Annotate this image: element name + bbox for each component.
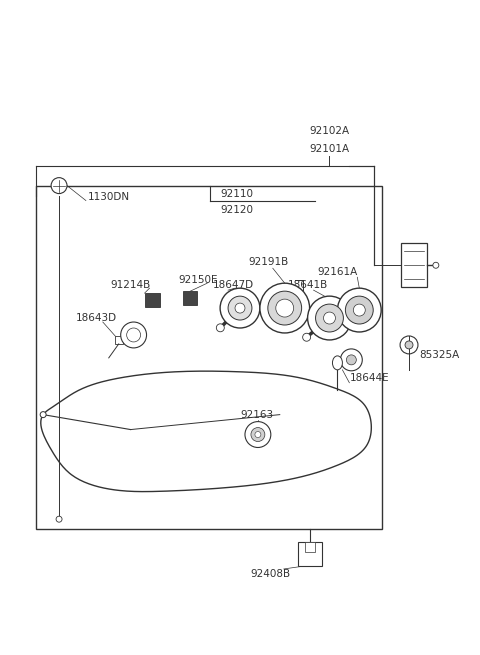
Text: 18641B: 18641B	[288, 280, 328, 290]
Text: 92120: 92120	[220, 206, 253, 215]
Circle shape	[245, 422, 271, 447]
Circle shape	[260, 283, 310, 333]
Circle shape	[347, 355, 356, 365]
Ellipse shape	[333, 356, 342, 370]
Circle shape	[216, 324, 224, 332]
Circle shape	[315, 304, 343, 332]
Text: 92161A: 92161A	[318, 267, 358, 277]
Text: 92101A: 92101A	[310, 143, 350, 154]
Circle shape	[255, 432, 261, 438]
Circle shape	[220, 288, 260, 328]
Circle shape	[228, 296, 252, 320]
Circle shape	[308, 296, 351, 340]
Text: 92163: 92163	[240, 409, 273, 420]
Bar	[401, 244, 427, 287]
Circle shape	[433, 262, 439, 269]
Text: 1130DN: 1130DN	[88, 191, 130, 202]
Text: 92408B: 92408B	[250, 569, 290, 579]
Bar	[36, 185, 382, 529]
Circle shape	[268, 291, 301, 325]
Bar	[183, 291, 197, 305]
Text: 91214B: 91214B	[111, 280, 151, 290]
Bar	[144, 293, 160, 307]
Circle shape	[56, 516, 62, 522]
Text: 18643D: 18643D	[76, 313, 117, 323]
FancyBboxPatch shape	[298, 542, 322, 566]
Circle shape	[337, 288, 381, 332]
Circle shape	[251, 428, 265, 441]
Text: 18644E: 18644E	[349, 373, 389, 383]
Text: 92110: 92110	[220, 189, 253, 198]
Text: 18647D: 18647D	[213, 280, 254, 290]
Circle shape	[346, 296, 373, 324]
Circle shape	[40, 411, 46, 418]
Circle shape	[340, 349, 362, 371]
Circle shape	[324, 312, 336, 324]
Text: 85325A: 85325A	[419, 350, 459, 360]
Circle shape	[303, 333, 311, 341]
Circle shape	[51, 178, 67, 194]
Circle shape	[235, 303, 245, 313]
Circle shape	[353, 304, 365, 316]
Circle shape	[276, 299, 294, 317]
Text: 92102A: 92102A	[310, 126, 350, 136]
Text: 92191B: 92191B	[248, 257, 288, 267]
Text: 92150E: 92150E	[179, 275, 218, 285]
Circle shape	[400, 336, 418, 354]
Circle shape	[405, 341, 413, 349]
Bar	[115, 336, 123, 344]
Bar	[305, 542, 314, 552]
Circle shape	[120, 322, 146, 348]
